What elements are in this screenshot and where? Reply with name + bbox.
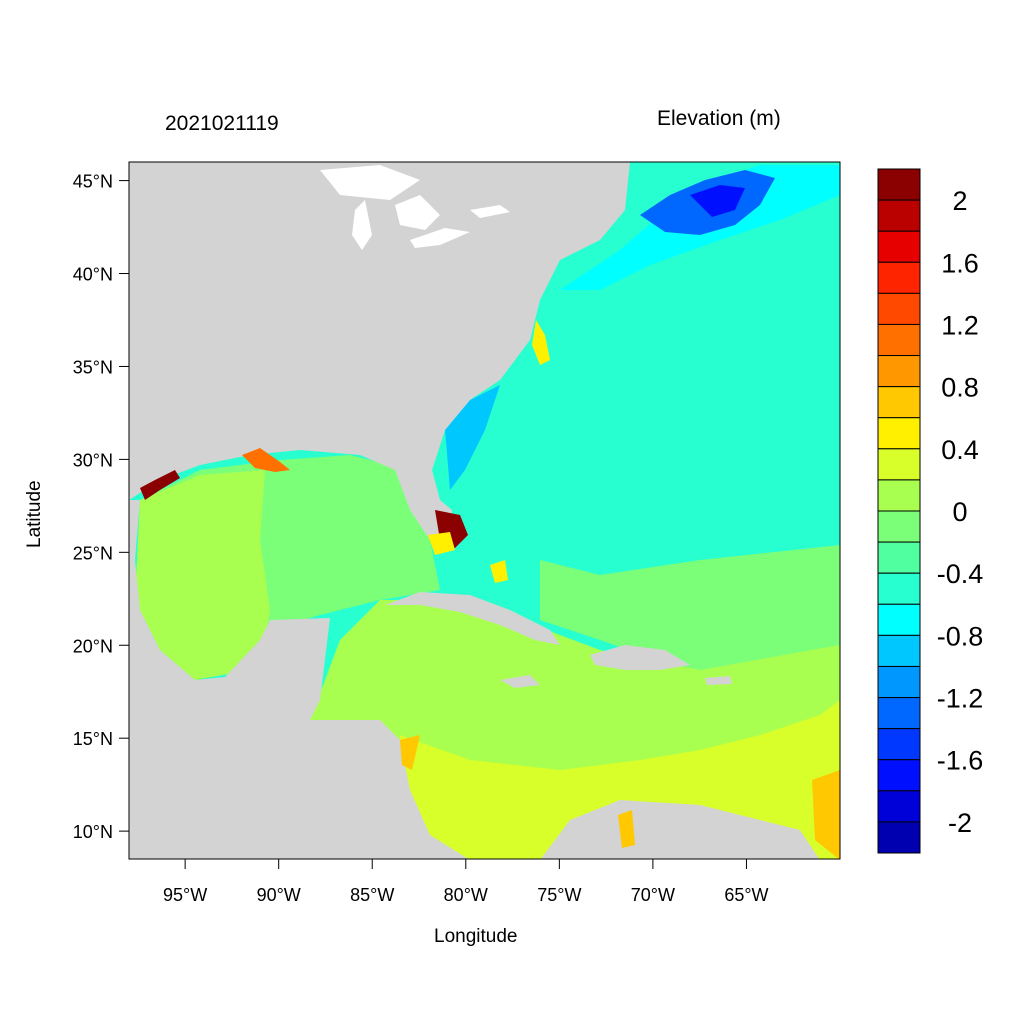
mexico-central-america-landmass xyxy=(129,500,469,859)
date-label: 2021021119 xyxy=(165,112,279,135)
x-axis-title: Longitude xyxy=(434,926,518,947)
lon-tick-label: 75°W xyxy=(537,885,581,905)
colorbar-swatch xyxy=(877,230,921,263)
colorbar-label: 0.4 xyxy=(941,435,979,465)
western-gulf-band xyxy=(135,470,270,680)
lat-tick-label: 40°N xyxy=(73,265,113,285)
gulf-of-maine-deep-low xyxy=(690,185,745,217)
colorbar-label: -0.4 xyxy=(937,559,984,589)
colorbar-swatch xyxy=(877,261,921,294)
colorbar-swatch xyxy=(877,479,921,512)
colorbar-swatch xyxy=(877,728,921,761)
map-area xyxy=(129,162,840,859)
lake-superior xyxy=(320,165,420,200)
colorbar-swatch xyxy=(877,448,921,481)
lat-tick-label: 15°N xyxy=(73,729,113,749)
lake-ontario xyxy=(470,205,510,218)
nicaragua-coast-highlight xyxy=(400,735,420,770)
colorbar-swatch xyxy=(877,665,921,699)
lat-tick-label: 25°N xyxy=(73,543,113,563)
lake-huron xyxy=(395,195,440,230)
jamaica-landmass xyxy=(500,675,540,688)
texas-coast-highlight xyxy=(140,470,180,500)
east-caribbean-highlight xyxy=(812,770,840,859)
colorbar-swatch xyxy=(877,634,921,667)
colorbar-swatch xyxy=(877,759,921,792)
colorbar-swatch xyxy=(877,168,921,201)
carolina-coast-highlight xyxy=(532,320,550,365)
lon-tick-label: 65°W xyxy=(724,885,768,905)
lat-tick-label: 10°N xyxy=(73,822,113,842)
florida-keys-highlight xyxy=(428,532,455,555)
colorbar-swatch xyxy=(877,199,921,232)
louisiana-coast-highlight xyxy=(242,448,290,472)
lake-maracaibo-highlight xyxy=(618,810,635,848)
lake-erie xyxy=(410,228,470,248)
colorbar-swatch xyxy=(877,541,921,574)
cuba-landmass xyxy=(385,592,560,645)
colorbar-label: 1.6 xyxy=(941,248,979,278)
units-label: Elevation (m) xyxy=(657,107,781,130)
elevation-colorbar: 2 1.6 1.2 0.8 0.4 0 -0.4 -0.8 -1.2 -1.6 -2 xyxy=(877,168,984,854)
colorbar-label: 2 xyxy=(952,186,967,216)
lon-tick-label: 80°W xyxy=(444,885,488,905)
bahamas-highlight xyxy=(490,560,508,583)
colorbar-swatch xyxy=(877,510,921,543)
lon-tick-label: 70°W xyxy=(631,885,675,905)
colorbar-label: 0.8 xyxy=(941,373,979,403)
longitude-ticks: 95°W 90°W 85°W 80°W 75°W 70°W 65°W xyxy=(163,859,769,905)
lon-tick-label: 95°W xyxy=(163,885,207,905)
colorbar-label: -0.8 xyxy=(937,621,984,651)
lake-michigan xyxy=(352,200,372,250)
colorbar-label: -1.2 xyxy=(937,684,984,714)
colorbar-swatch xyxy=(877,323,921,357)
map-frame xyxy=(128,161,841,860)
colorbar-swatch xyxy=(877,572,921,605)
hispaniola-landmass xyxy=(590,645,690,670)
colorbar-label: 1.2 xyxy=(941,310,979,340)
colorbar-swatch xyxy=(877,821,921,854)
north-america-landmass xyxy=(129,162,630,540)
lon-tick-label: 85°W xyxy=(350,885,394,905)
colorbar-swatch xyxy=(877,603,921,636)
lat-tick-label: 45°N xyxy=(73,172,113,192)
colorbar-swatch xyxy=(877,417,921,450)
colorbar-label: -1.6 xyxy=(937,746,984,776)
south-america-landmass xyxy=(540,800,820,859)
lat-tick-label: 20°N xyxy=(73,636,113,656)
colorbar-swatch xyxy=(877,697,921,730)
colorbar-swatch xyxy=(877,386,921,419)
colorbar-swatch xyxy=(877,790,921,823)
lon-tick-label: 90°W xyxy=(257,885,301,905)
latitude-ticks: 45°N 40°N 35°N 30°N 25°N 20°N 15°N 10°N xyxy=(73,172,129,842)
colorbar-label: 0 xyxy=(952,497,967,527)
colorbar-swatch xyxy=(877,292,921,325)
lat-tick-label: 35°N xyxy=(73,357,113,377)
puerto-rico-landmass xyxy=(705,676,732,685)
lat-tick-label: 30°N xyxy=(73,450,113,470)
colorbar-label: -2 xyxy=(948,808,972,838)
atlantic-elevation-band xyxy=(540,545,840,680)
florida-coastal-low xyxy=(445,385,500,490)
colorbar-swatch xyxy=(877,355,921,388)
